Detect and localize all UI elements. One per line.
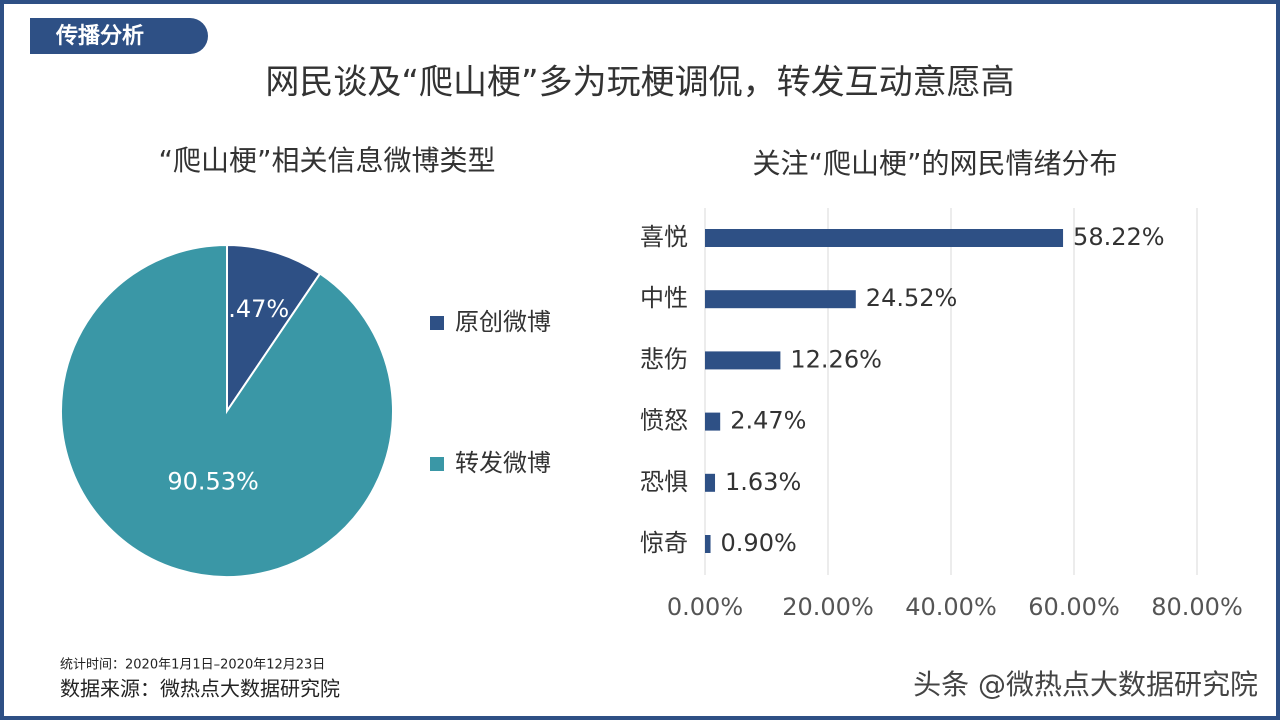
- watermark: 头条 @微热点大数据研究院: [913, 668, 1258, 701]
- bar: [705, 535, 711, 553]
- data-label: 90.53%: [167, 467, 259, 495]
- y-tick-label: 悲伤: [640, 345, 688, 373]
- bar: [705, 473, 716, 492]
- source: 数据来源：微热点大数据研究院: [60, 677, 340, 701]
- y-tick-label: 恐惧: [640, 468, 688, 496]
- data-label: 58.22%: [1073, 223, 1165, 251]
- data-label: 1.63%: [725, 468, 801, 496]
- x-tick-label: 0.00%: [667, 593, 743, 621]
- legend-label: 原创微博: [455, 308, 551, 336]
- pie-slice: [60, 243, 394, 578]
- legend-label: 转发微博: [455, 449, 551, 477]
- data-label: 12.26%: [790, 345, 882, 373]
- data-label: 2.47%: [730, 407, 806, 435]
- bar: [705, 290, 856, 309]
- stat-time: 统计时间：2020年1月1日–2020年12月23日: [60, 658, 325, 673]
- legend-swatch: [430, 316, 444, 330]
- section-tag: 传播分析: [55, 24, 144, 49]
- x-tick-label: 60.00%: [1028, 593, 1120, 621]
- y-tick-label: 喜悦: [640, 223, 688, 251]
- x-tick-label: 40.00%: [905, 593, 997, 621]
- y-tick-label: 愤怒: [640, 407, 688, 435]
- y-tick-label: 中性: [640, 284, 688, 312]
- chart-title: 关注“爬山梗”的网民情绪分布: [752, 147, 1117, 180]
- data-label: 24.52%: [866, 284, 958, 312]
- section-tag-bg: [30, 18, 208, 54]
- bar: [705, 229, 1064, 247]
- x-tick-label: 20.00%: [782, 593, 874, 621]
- chart-title: “爬山梗”相关信息微博类型: [158, 144, 495, 177]
- pie-slice: [226, 243, 322, 415]
- slide-title: 网民谈及“爬山梗”多为玩梗调侃，转发互动意愿高: [265, 63, 1014, 103]
- data-label: 0.90%: [721, 529, 797, 557]
- legend-swatch: [430, 457, 444, 471]
- y-tick-label: 惊奇: [640, 529, 688, 557]
- x-tick-label: 80.00%: [1151, 593, 1243, 621]
- bar: [705, 412, 721, 431]
- bar: [705, 351, 781, 370]
